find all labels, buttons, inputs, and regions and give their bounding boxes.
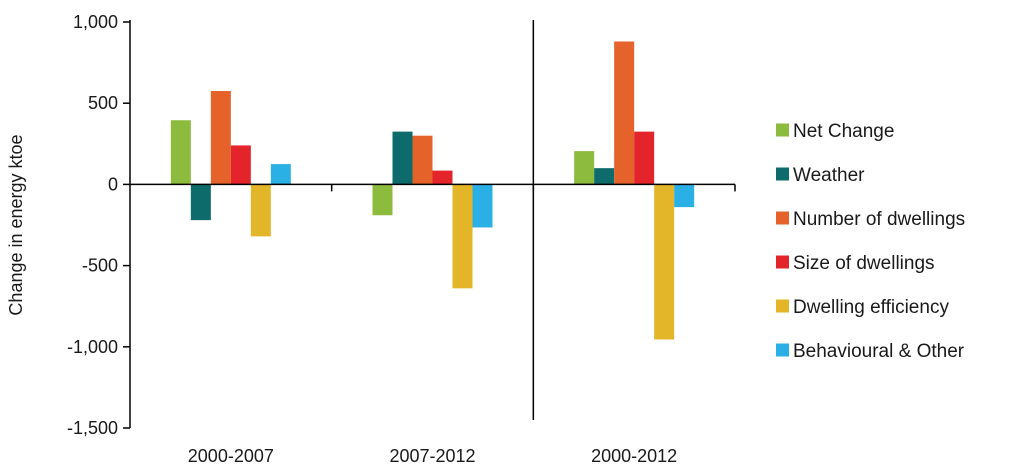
legend-label: Behavioural & Other — [793, 341, 965, 362]
bar-number-of-dwellings-2000-2012 — [614, 41, 635, 185]
bars-group — [170, 41, 695, 340]
bar-dwelling-efficiency-2000-2012 — [654, 184, 675, 340]
bar-size-of-dwellings-2000-2012 — [634, 131, 655, 185]
legend-item: Dwelling efficiency — [776, 297, 949, 318]
y-tick-label: -500 — [82, 256, 118, 276]
bar-dwelling-efficiency-2000-2007 — [250, 184, 271, 237]
bar-size-of-dwellings-2000-2007 — [230, 145, 251, 185]
bar-behavioural-other-2000-2007 — [270, 164, 291, 185]
y-tick-label: 500 — [88, 93, 118, 113]
x-tick-label: 2000-2007 — [188, 446, 274, 466]
bar-net-change-2000-2012 — [574, 151, 595, 185]
bar-weather-2000-2007 — [190, 184, 211, 221]
bar-behavioural-other-2000-2012 — [674, 184, 695, 208]
legend-item: Size of dwellings — [776, 253, 935, 274]
bar-number-of-dwellings-2007-2012 — [412, 135, 433, 185]
legend-label: Net Change — [793, 121, 894, 142]
legend-item: Behavioural & Other — [776, 341, 965, 362]
x-labels-group: 2000-2007 2007-2012 2000-2012 — [188, 446, 677, 466]
axes-group — [129, 20, 736, 428]
y-tick-label: -1,500 — [67, 418, 118, 438]
legend-item: Number of dwellings — [776, 209, 965, 230]
legend-item: Weather — [776, 165, 865, 186]
legend-swatch — [776, 255, 789, 269]
legend-swatch — [776, 123, 789, 137]
x-tick-label: 2000-2012 — [591, 446, 677, 466]
x-tick-label: 2007-2012 — [389, 446, 475, 466]
legend: Net Change Weather Number of dwellings Size… — [776, 121, 965, 362]
bar-weather-2007-2012 — [392, 131, 413, 185]
legend-label: Dwelling efficiency — [793, 297, 949, 318]
legend-swatch — [776, 167, 789, 181]
legend-swatch — [776, 343, 789, 357]
legend-label: Number of dwellings — [793, 209, 965, 230]
y-ticks-group: -1,500 -1,000 -500 0 500 1,000 — [67, 12, 130, 438]
y-tick-label: -1,000 — [67, 337, 118, 357]
y-tick-label: 1,000 — [73, 12, 118, 32]
bar-number-of-dwellings-2000-2007 — [210, 91, 231, 185]
bar-dwelling-efficiency-2007-2012 — [452, 184, 473, 289]
legend-swatch — [776, 211, 789, 225]
y-tick-label: 0 — [108, 174, 118, 194]
bar-weather-2000-2012 — [594, 168, 615, 185]
y-axis-title: Change in energy ktoe — [6, 134, 26, 315]
bar-behavioural-other-2007-2012 — [472, 184, 493, 228]
legend-swatch — [776, 299, 789, 313]
legend-label: Size of dwellings — [793, 253, 935, 274]
legend-label: Weather — [793, 165, 865, 186]
bar-net-change-2007-2012 — [372, 184, 393, 216]
bar-size-of-dwellings-2007-2012 — [432, 170, 453, 185]
legend-item: Net Change — [776, 121, 894, 142]
bar-net-change-2000-2007 — [170, 120, 191, 185]
